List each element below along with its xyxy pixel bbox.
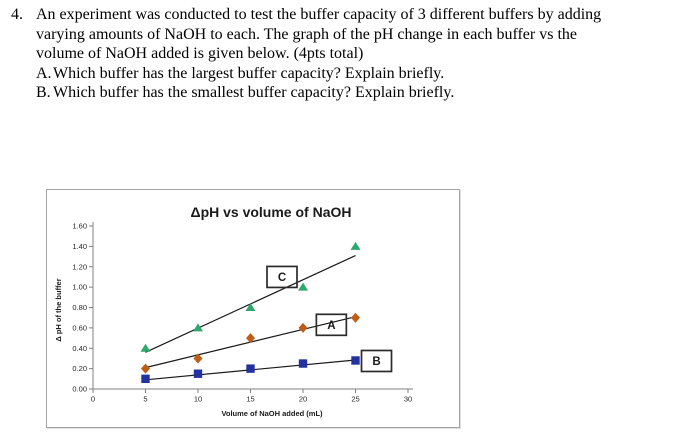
y-axis-label: Δ pH of the buffer: [54, 278, 63, 341]
y-tick-label: 1.20: [72, 262, 87, 271]
marker-B: [298, 359, 308, 368]
marker-C: [245, 303, 256, 311]
marker-B: [351, 356, 360, 365]
marker-B: [141, 374, 150, 384]
y-tick-label: 0.80: [72, 303, 87, 312]
question-body: An experiment was conducted to test the …: [36, 5, 681, 103]
chart-title: ΔpH vs volume of NaOH: [191, 204, 352, 220]
series-label-box-B: [360, 349, 393, 373]
x-tick-label: 30: [404, 395, 412, 404]
x-axis-label: Volume of NaOH added (mL): [221, 409, 323, 418]
marker-C: [298, 282, 308, 291]
x-tick-label: 5: [143, 395, 147, 404]
chart-frame: ΔpH vs volume of NaOH 0.00 0.20 0.40 0.60 0.8…: [46, 189, 460, 428]
y-tick-label: 0.60: [72, 323, 87, 332]
subquestion-a-label: A.: [36, 64, 52, 82]
x-tick-label: 0: [91, 395, 95, 404]
marker-B: [246, 364, 255, 373]
series-label-box-C: [266, 265, 298, 289]
y-tick-label: 1.60: [72, 222, 87, 231]
x-tick-label: 10: [194, 395, 202, 404]
y-tick-label: 1.40: [72, 242, 87, 251]
marker-C: [193, 323, 203, 332]
marker-A: [246, 333, 255, 344]
y-tick-label: 0.20: [72, 364, 87, 373]
question-block: 4. An experiment was conducted to test t…: [11, 5, 681, 103]
subquestion-a: A. Which buffer has the largest buffer c…: [36, 64, 681, 84]
marker-C: [350, 241, 361, 250]
marker-B: [193, 369, 203, 378]
marker-A: [351, 312, 360, 323]
subquestion-b-label: B.: [36, 84, 51, 102]
question-number: 4.: [11, 6, 23, 23]
series-label-B: B: [372, 356, 380, 368]
subquestion-b: B. Which buffer has the smallest buffer …: [36, 83, 681, 103]
series-label-C: C: [278, 272, 286, 284]
marker-A: [298, 322, 308, 333]
y-tick-label: 1.00: [72, 283, 87, 292]
subquestion-a-text: Which buffer has the largest buffer capa…: [53, 64, 445, 82]
y-tick-label: 0.00: [72, 385, 87, 394]
x-tick-label: 25: [351, 395, 359, 404]
x-tick-label: 20: [299, 395, 307, 404]
y-tick-label: 0.40: [72, 344, 87, 353]
marker-A: [193, 353, 203, 364]
marker-A: [141, 363, 150, 374]
series-label-A: A: [327, 320, 335, 332]
subquestion-b-text: Which buffer has the smallest buffer cap…: [53, 84, 455, 102]
x-tick-label: 15: [246, 395, 254, 404]
question-line: volume of NaOH added is given below. (4p…: [36, 45, 364, 63]
marker-C: [140, 343, 151, 352]
series-label-box-A: [315, 313, 348, 337]
question-line: varying amounts of NaOH to each. The gra…: [36, 25, 578, 43]
chart-canvas: ΔpH vs volume of NaOH 0.00 0.20 0.40 0.60 0.8…: [54, 204, 413, 418]
question-line: An experiment was conducted to test the …: [36, 6, 602, 23]
